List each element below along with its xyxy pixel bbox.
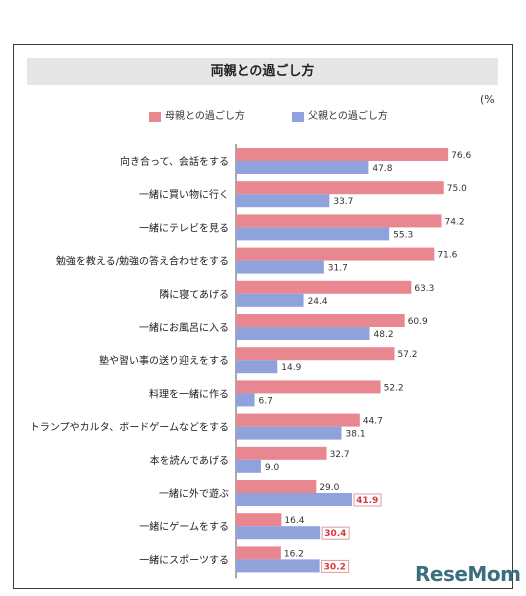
- chart-title: 両親との過ごし方: [210, 64, 315, 79]
- value-label-mother: 44.7: [363, 417, 383, 427]
- value-label-father: 55.3: [393, 230, 413, 240]
- bar-mother: [236, 314, 405, 327]
- value-label-father: 14.9: [281, 363, 301, 373]
- value-label-father: 33.7: [333, 197, 353, 207]
- legend-swatch-mother: [149, 112, 161, 122]
- value-label-father: 6.7: [259, 396, 273, 406]
- value-label-mother: 16.2: [284, 549, 304, 559]
- highlight-box: [321, 526, 350, 540]
- bar-father: [236, 293, 304, 307]
- legend-label-mother: 母親との過ごし方: [165, 111, 245, 122]
- bar-father: [236, 227, 390, 241]
- category-label: 一緒にスポーツする: [139, 553, 229, 566]
- category-label: 一緒にお風呂に入る: [139, 321, 229, 334]
- bar-mother: [236, 214, 442, 228]
- category-label: 一緒に買い物に行く: [139, 188, 229, 201]
- value-label-father: 31.7: [328, 264, 348, 274]
- value-label-mother: 71.6: [437, 251, 457, 261]
- value-label-father: 30.2: [324, 562, 346, 572]
- category-label: 一緒に外で遊ぶ: [159, 487, 229, 500]
- bar-father: [236, 260, 324, 274]
- highlight-box: [321, 559, 350, 573]
- category-label: トランプやカルタ、ボードゲームなどをする: [30, 422, 229, 434]
- value-label-mother: 76.6: [451, 151, 471, 161]
- value-label-mother: 52.2: [384, 383, 404, 393]
- category-label: 隣に寝てあげる: [159, 288, 229, 301]
- bar-father: [236, 393, 255, 407]
- category-label: 一緒にゲームをする: [139, 520, 229, 533]
- value-label-mother: 32.7: [330, 450, 350, 460]
- bar-father: [236, 161, 369, 174]
- bar-father: [236, 459, 261, 473]
- bar-father: [236, 194, 330, 208]
- bar-mother: [236, 513, 282, 527]
- value-label-mother: 16.4: [284, 516, 304, 526]
- watermark-logo: ReseMom: [415, 562, 521, 586]
- category-label: 向き合って、会話をする: [120, 155, 229, 168]
- value-label-father: 41.9: [356, 496, 378, 506]
- bar-mother: [236, 347, 395, 361]
- bar-mother: [236, 181, 444, 195]
- value-label-mother: 74.2: [445, 217, 465, 227]
- value-label-mother: 63.3: [414, 284, 434, 294]
- legend-swatch-father: [292, 112, 304, 122]
- bar-father: [236, 360, 278, 374]
- bar-mother: [236, 148, 449, 161]
- value-label-mother: 60.9: [408, 317, 428, 327]
- category-label: 本を読んであげる: [150, 454, 229, 467]
- bar-father: [236, 559, 320, 573]
- value-label-father: 24.4: [308, 297, 328, 307]
- bar-mother: [236, 380, 381, 394]
- value-label-father: 9.0: [265, 463, 280, 473]
- value-label-mother: 57.2: [397, 350, 417, 360]
- bar-mother: [236, 446, 327, 460]
- title-band: [27, 58, 498, 85]
- unit-label: (%: [480, 93, 495, 106]
- bar-father: [236, 426, 342, 440]
- bar-mother: [236, 247, 435, 261]
- bar-father: [236, 327, 370, 340]
- value-label-mother: 75.0: [447, 184, 467, 194]
- bar-father: [236, 493, 353, 506]
- bar-mother: [236, 546, 281, 560]
- category-label: 一緒にテレビを見る: [139, 221, 229, 234]
- value-label-father: 38.1: [346, 430, 366, 440]
- category-label: 料理を一緒に作る: [149, 387, 229, 400]
- bar-mother: [236, 413, 360, 427]
- bar-mother: [236, 280, 412, 294]
- value-label-father: 47.8: [372, 164, 392, 174]
- bar-father: [236, 526, 321, 540]
- category-label: 塾や習い事の送り迎えをする: [99, 354, 229, 367]
- value-label-father: 30.4: [324, 529, 346, 539]
- value-label-father: 48.2: [374, 330, 394, 340]
- legend-label-father: 父親との過ごし方: [308, 111, 388, 122]
- bar-mother: [236, 480, 317, 493]
- highlight-box: [353, 493, 382, 507]
- category-label: 勉強を教える/勉強の答え合わせをする: [56, 255, 229, 268]
- value-label-mother: 29.0: [319, 483, 339, 493]
